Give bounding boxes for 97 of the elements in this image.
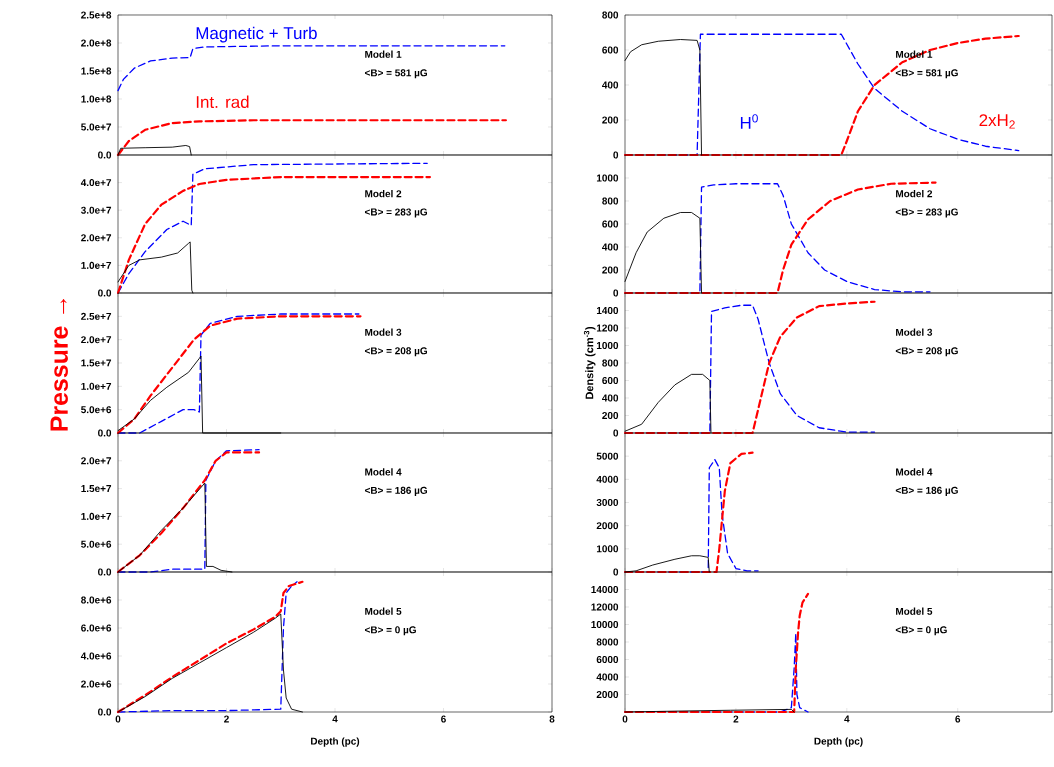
annotation: <B> = 208 µG [364,347,427,357]
y-tick-label: 4.0e+6 [80,652,112,660]
annotation: Model 3 [365,328,402,336]
x-tick-label: 4 [332,715,338,723]
x-tick-label: 0 [115,715,121,723]
y-tick-label: 4.0e+7 [80,179,112,187]
line-series [116,119,507,157]
y-tick-label: 0.0 [98,429,112,437]
y-tick-label: 5000 [596,452,619,460]
y-tick-label: 1.0e+7 [81,382,112,390]
y-tick-label: 400 [602,394,619,402]
y-tick-label: 2000 [596,690,619,699]
annotation: <B> = 283 µG [895,208,958,218]
y-tick-label: 12000 [591,603,619,611]
x-tick-label: 4 [844,715,850,723]
y-tick-label: 10000 [591,620,619,629]
y-tick-label: 1000 [596,341,619,350]
y-tick-label: 1000 [596,174,619,182]
y-tick-label: 800 [602,359,619,367]
annotation: Model 3 [896,328,933,336]
y-tick-label: 1400 [596,306,619,315]
y-tick-label: 14000 [591,585,619,594]
y-tick-label: 0.0 [98,708,112,716]
x-tick-label: 0 [622,715,628,723]
y-tick-label: 2000 [596,522,619,530]
y-tick-label: 2.5e+7 [81,312,112,320]
x-tick-label: 2 [224,715,229,723]
y-tick-label: 1.5e+8 [81,67,112,75]
y-tick-label: 400 [602,243,619,251]
annotation: <B> = 581 µG [895,69,958,79]
text: H$^{0}$ [740,114,758,129]
y-tick-label: 4000 [596,673,619,681]
y-tick-label: 0 [613,429,619,437]
y-tick-label: 1.0e+7 [81,512,112,520]
y-tick-label: 1.5e+7 [81,359,112,367]
y-tick-label: 4000 [596,475,619,483]
y-tick-label: 0 [613,568,619,576]
series-label: Magnetic + Turb [196,26,317,43]
y-tick-label: 5.0e+7 [81,123,112,131]
y-tick-label: 0 [613,289,619,297]
y-tick-label: 0 [613,151,619,159]
y-tick-label: 0.0 [98,289,112,297]
y-tick-label: 6.0e+6 [81,624,112,632]
annotation: <B> = 581 µG [364,69,427,79]
annotation: Model 4 [365,468,402,476]
y-tick-label: 2.5e+8 [81,11,112,19]
y-tick-label: 1200 [596,324,619,332]
annotation: <B> = 0 µG [895,626,947,636]
y-tick-label: 800 [602,11,619,19]
y-tick-label: 3000 [596,498,619,507]
annotation: Model 2 [896,189,933,198]
y-tick-label: 2.0e+8 [81,39,112,47]
y-tick-label: 600 [602,46,619,54]
y-axis-title: Pressure → [50,298,68,431]
x-axis-title: Depth (pc) [814,737,863,747]
y-tick-label: 2.0e+7 [81,336,112,344]
y-tick-label: 5.0e+6 [81,540,112,548]
x-tick-label: 8 [549,715,555,723]
y-tick-label: 800 [602,197,619,205]
annotation: <B> = 0 µG [364,626,416,636]
x-tick-label: 6 [441,715,446,723]
series-label: Int. rad [196,95,249,109]
annotation: Model 5 [365,607,402,615]
y-tick-label: 2.0e+7 [81,457,112,465]
y-tick-label: 600 [602,376,619,385]
y-tick-label: 0.0 [98,151,112,159]
annotation: Model 2 [365,189,402,198]
annotation: <B> = 186 µG [364,486,427,496]
y-tick-label: 600 [602,220,619,228]
y-tick-label: 1.5e+7 [81,485,112,493]
y-tick-label: 1.0e+8 [81,95,112,103]
y-tick-label: 2.0e+6 [81,680,112,688]
annotation: Model 4 [896,468,933,476]
y-tick-label: 200 [602,266,619,274]
annotation: <B> = 208 µG [895,347,958,357]
x-axis-title: Depth (pc) [311,737,360,747]
y-tick-label: 2.0e+7 [81,234,112,242]
y-tick-label: 200 [602,116,619,124]
y-tick-label: 400 [602,81,619,89]
annotation: Model 5 [896,607,933,615]
y-tick-label: 1.0e+7 [81,261,112,269]
y-tick-label: 1000 [596,545,619,553]
y-tick-label: 6000 [596,655,619,664]
y-axis-title: Density (cm$^{-3}$) [583,326,596,399]
annotation: <B> = 283 µG [364,208,427,218]
y-tick-label: 8.0e+6 [81,596,112,604]
annotation: <B> = 186 µG [895,486,958,496]
y-tick-label: 3.0e+7 [80,206,112,214]
text: 2xH$_{2}$ [979,114,1015,129]
x-tick-label: 6 [955,715,961,723]
line-series [117,45,506,92]
y-tick-label: 5.0e+6 [81,406,112,414]
annotation: Model 1 [365,50,402,58]
x-tick-label: 2 [733,715,739,723]
y-tick-label: 8000 [596,638,619,646]
y-tick-label: 200 [602,411,619,420]
y-tick-label: 0.0 [98,568,112,576]
